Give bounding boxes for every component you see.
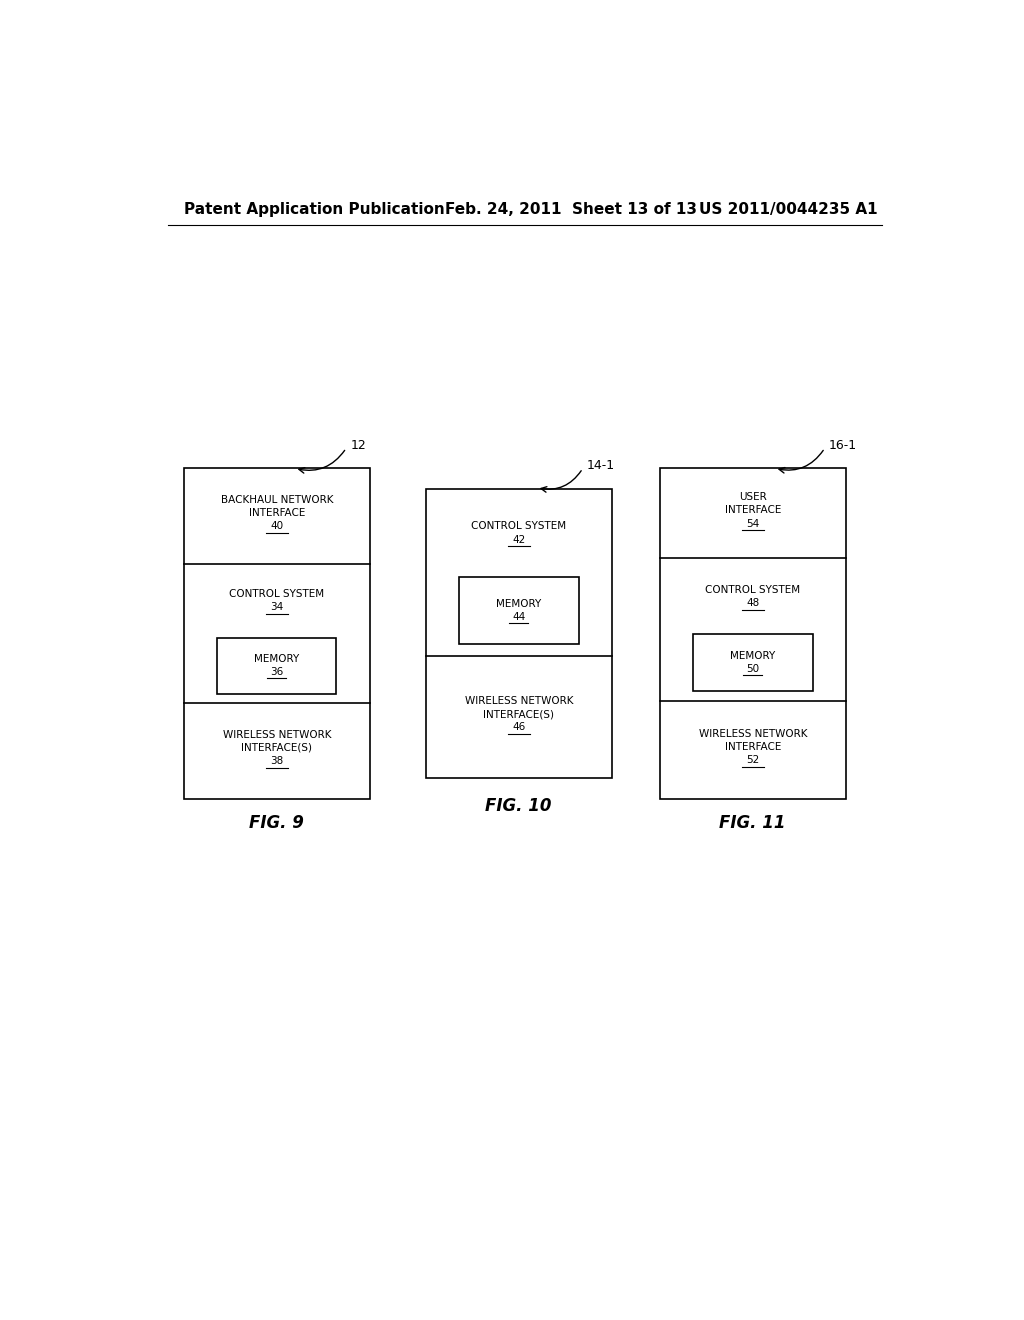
Bar — [459, 577, 579, 644]
Text: 50: 50 — [746, 664, 760, 673]
Text: FIG. 11: FIG. 11 — [719, 814, 785, 832]
Text: 40: 40 — [270, 521, 284, 531]
Text: WIRELESS NETWORK: WIRELESS NETWORK — [698, 729, 807, 739]
Text: INTERFACE: INTERFACE — [249, 508, 305, 517]
Text: 34: 34 — [270, 602, 284, 612]
Text: 12: 12 — [350, 438, 366, 451]
Text: MEMORY: MEMORY — [730, 651, 775, 660]
Bar — [693, 634, 813, 692]
Text: 14-1: 14-1 — [587, 459, 614, 471]
Text: CONTROL SYSTEM: CONTROL SYSTEM — [471, 521, 566, 532]
Bar — [183, 469, 370, 799]
Text: 36: 36 — [270, 667, 284, 677]
Text: INTERFACE(S): INTERFACE(S) — [242, 743, 312, 752]
Text: Patent Application Publication: Patent Application Publication — [183, 202, 444, 216]
Text: 16-1: 16-1 — [828, 438, 857, 451]
Text: INTERFACE: INTERFACE — [725, 506, 781, 515]
Text: Feb. 24, 2011  Sheet 13 of 13: Feb. 24, 2011 Sheet 13 of 13 — [445, 202, 697, 216]
Text: FIG. 10: FIG. 10 — [485, 797, 552, 814]
Text: 46: 46 — [512, 722, 525, 733]
Text: 42: 42 — [512, 535, 525, 545]
Text: 38: 38 — [270, 756, 284, 766]
Text: 52: 52 — [746, 755, 760, 766]
Text: 54: 54 — [746, 519, 760, 528]
Text: CONTROL SYSTEM: CONTROL SYSTEM — [229, 589, 325, 599]
Text: US 2011/0044235 A1: US 2011/0044235 A1 — [699, 202, 878, 216]
Text: MEMORY: MEMORY — [497, 599, 542, 609]
Text: WIRELESS NETWORK: WIRELESS NETWORK — [222, 730, 331, 739]
Text: 48: 48 — [746, 598, 760, 609]
Text: FIG. 9: FIG. 9 — [249, 814, 304, 832]
Text: MEMORY: MEMORY — [254, 653, 299, 664]
Text: BACKHAUL NETWORK: BACKHAUL NETWORK — [220, 495, 333, 504]
Bar — [217, 638, 337, 693]
Text: CONTROL SYSTEM: CONTROL SYSTEM — [706, 585, 801, 595]
Text: USER: USER — [739, 492, 767, 502]
Text: WIRELESS NETWORK: WIRELESS NETWORK — [465, 696, 573, 706]
Text: INTERFACE(S): INTERFACE(S) — [483, 709, 554, 719]
Bar — [659, 469, 846, 799]
Bar — [426, 488, 612, 779]
Text: INTERFACE: INTERFACE — [725, 742, 781, 752]
Text: 44: 44 — [512, 612, 525, 622]
